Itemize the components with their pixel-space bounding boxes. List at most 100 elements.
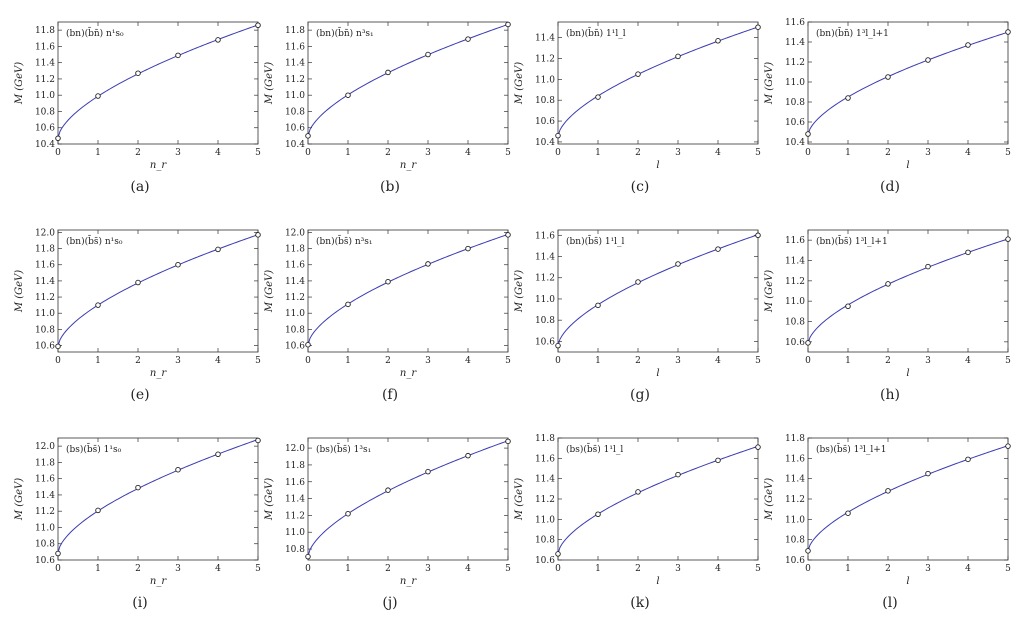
x-axis-label: n_r bbox=[150, 160, 167, 171]
plot-frame bbox=[307, 437, 509, 561]
y-tick-label: 11.4 bbox=[535, 475, 555, 485]
data-point bbox=[175, 52, 181, 59]
x-tick-label: 2 bbox=[385, 356, 391, 366]
x-tick-label: 1 bbox=[95, 148, 101, 158]
data-point bbox=[805, 340, 811, 346]
y-tick-label: 11.6 bbox=[285, 478, 305, 488]
y-tick-label: 11.8 bbox=[785, 434, 805, 444]
x-tick-label: 3 bbox=[425, 148, 431, 158]
x-axis-label: l bbox=[906, 576, 909, 587]
data-point bbox=[175, 466, 181, 473]
x-tick-label: 2 bbox=[385, 148, 391, 158]
data-point bbox=[965, 249, 971, 256]
data-point bbox=[755, 444, 761, 450]
x-tick-label: 1 bbox=[595, 356, 601, 366]
subplot-c: 10.4 10.6 10.8 11.0 11.2 11.4 0 1 2 3 4 5 (bn)(b̄n̄)… bbox=[514, 21, 761, 195]
data-point bbox=[425, 261, 431, 267]
subplot-j: 10.8 11.0 11.2 11.4 11.6 11.8 12.0 0 1 2 3 4 5 (bs)(b… bbox=[264, 437, 511, 611]
data-point bbox=[385, 278, 391, 285]
series-annotation: (bn)(b̄n̄) n³s₁ bbox=[316, 27, 374, 39]
subplot-g: 10.6 10.8 11.0 11.2 11.4 11.6 0 1 2 3 4 5 (bn)(b̄s̄)… bbox=[514, 229, 761, 403]
y-tick-label: 12.0 bbox=[285, 228, 305, 238]
series-line bbox=[807, 31, 1009, 135]
x-tick-label: 4 bbox=[715, 564, 721, 574]
y-axis-label: M (GeV) bbox=[264, 478, 275, 521]
y-tick-label: 11.8 bbox=[285, 26, 305, 36]
y-tick-label: 10.8 bbox=[285, 107, 305, 117]
y-tick-label: 11.6 bbox=[785, 236, 805, 246]
x-tick-label: 4 bbox=[965, 356, 971, 366]
y-tick-label: 11.0 bbox=[785, 515, 805, 525]
x-tick-label: 3 bbox=[925, 564, 931, 574]
data-point bbox=[555, 342, 561, 349]
subplot-caption: (h) bbox=[880, 387, 900, 403]
y-tick-label: 11.2 bbox=[785, 495, 805, 505]
subplot-caption: (d) bbox=[880, 179, 900, 195]
data-point bbox=[755, 232, 761, 239]
subplot-b: 10.4 10.6 10.8 11.0 11.2 11.4 11.6 11.8 0 1 2 3 4 5 (b… bbox=[264, 21, 511, 195]
y-tick-label: 11.2 bbox=[35, 507, 55, 517]
y-tick-label: 11.0 bbox=[285, 91, 305, 101]
plot-frame bbox=[307, 21, 509, 145]
subplot-caption: (i) bbox=[132, 595, 147, 611]
y-tick-label: 10.4 bbox=[285, 140, 305, 150]
y-tick-label: 11.0 bbox=[35, 91, 55, 101]
x-tick-label: 5 bbox=[255, 148, 261, 158]
y-tick-label: 11.0 bbox=[785, 297, 805, 307]
x-tick-label: 4 bbox=[465, 564, 471, 574]
y-axis-label: M (GeV) bbox=[514, 270, 525, 313]
x-tick-label: 3 bbox=[425, 564, 431, 574]
data-point bbox=[215, 37, 221, 43]
y-axis-label: M (GeV) bbox=[514, 62, 525, 105]
data-point bbox=[135, 70, 141, 76]
plot-frame bbox=[557, 229, 759, 353]
subplot-a: 10.4 10.6 10.8 11.0 11.2 11.4 11.6 11.8 0 1 2 3 4 5 (b… bbox=[14, 21, 261, 195]
y-tick-label: 11.2 bbox=[35, 293, 55, 303]
y-tick-label: 11.0 bbox=[535, 295, 555, 305]
y-tick-label: 11.6 bbox=[35, 42, 55, 52]
x-tick-label: 5 bbox=[505, 148, 511, 158]
subplot-f: 10.6 10.8 11.0 11.2 11.4 11.6 11.8 12.0 0 1 2 3 4 5 (b… bbox=[264, 228, 511, 403]
x-tick-label: 0 bbox=[55, 148, 61, 158]
x-tick-label: 0 bbox=[55, 356, 61, 366]
x-tick-label: 5 bbox=[1005, 356, 1011, 366]
x-tick-label: 5 bbox=[505, 564, 511, 574]
data-point bbox=[465, 36, 471, 42]
y-tick-label: 11.2 bbox=[285, 511, 305, 521]
data-point bbox=[345, 510, 351, 517]
y-tick-label: 11.2 bbox=[535, 274, 555, 284]
y-tick-label: 10.6 bbox=[535, 117, 555, 127]
x-tick-label: 2 bbox=[885, 356, 891, 366]
x-tick-label: 5 bbox=[1005, 564, 1011, 574]
x-tick-label: 3 bbox=[675, 356, 681, 366]
series-annotation: (bs)(b̄s̄) 1¹s₀ bbox=[66, 443, 122, 455]
x-tick-label: 3 bbox=[925, 148, 931, 158]
subplot-caption: (b) bbox=[380, 179, 400, 195]
plot-frame bbox=[307, 229, 509, 353]
data-point bbox=[345, 301, 351, 308]
data-point bbox=[1005, 443, 1011, 449]
y-tick-label: 10.6 bbox=[785, 556, 805, 566]
y-tick-label: 11.0 bbox=[35, 309, 55, 319]
x-tick-label: 5 bbox=[755, 356, 761, 366]
x-axis-label: n_r bbox=[150, 368, 167, 379]
data-point bbox=[845, 510, 851, 516]
y-tick-label: 10.8 bbox=[35, 540, 55, 550]
subplot-caption: (f) bbox=[382, 387, 398, 403]
y-tick-label: 11.0 bbox=[35, 523, 55, 533]
x-axis-label: n_r bbox=[400, 160, 417, 171]
data-point bbox=[635, 71, 641, 77]
series-line bbox=[557, 26, 759, 137]
series-line bbox=[307, 23, 509, 137]
series-line bbox=[57, 439, 259, 553]
y-tick-label: 11.4 bbox=[785, 38, 805, 48]
y-tick-label: 12.0 bbox=[35, 228, 55, 238]
x-tick-label: 5 bbox=[1005, 148, 1011, 158]
x-tick-label: 5 bbox=[505, 356, 511, 366]
subplot-e: 10.6 10.8 11.0 11.2 11.4 11.6 11.8 12.0 0 1 2 3 4 5 (b… bbox=[14, 228, 261, 403]
x-tick-label: 0 bbox=[555, 564, 561, 574]
data-point bbox=[635, 279, 641, 285]
y-axis-label: M (GeV) bbox=[14, 478, 25, 521]
data-point bbox=[385, 487, 391, 493]
series-line bbox=[57, 234, 259, 347]
